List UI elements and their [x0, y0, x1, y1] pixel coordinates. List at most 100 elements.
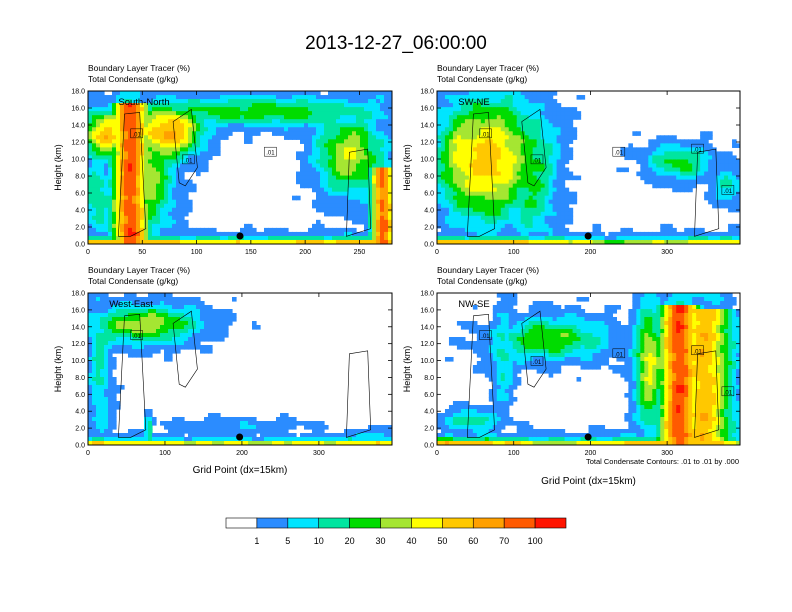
tracer-field: [88, 293, 392, 445]
y-tick-label: 8.0: [424, 174, 434, 181]
contour-label: .01: [615, 151, 624, 157]
x-tick-label: 150: [245, 249, 257, 256]
condensate-contours: [466, 310, 720, 438]
x-tick-label: 0: [86, 450, 90, 457]
tracer-field: [88, 91, 392, 244]
contour-label: .01: [724, 390, 733, 396]
contour-label-box: [612, 146, 626, 157]
contour-label: .01: [693, 349, 702, 355]
x-tick-label: 200: [236, 450, 248, 457]
y-tick-label: 18.0: [420, 89, 434, 96]
condensate-contours: [466, 108, 720, 237]
location-marker: [584, 232, 592, 240]
panel-label: West-East: [109, 299, 153, 310]
y-tick-label: 14.0: [71, 324, 85, 331]
y-tick-label: 4.0: [75, 208, 85, 215]
contour-label: .01: [266, 151, 275, 157]
colorbar-label: 50: [437, 536, 447, 546]
y-tick-label: 18.0: [71, 291, 85, 298]
y-tick-label: 8.0: [424, 375, 434, 382]
panel-sw-ne: 0.0 2.0 4.0 6.0 8.0 10.0 12.0 14.0 16.0 18.0 0 100 2…: [402, 63, 741, 256]
contour-label-box: [530, 356, 544, 366]
y-tick-label: 18.0: [420, 291, 434, 298]
colorbar-swatch: [503, 517, 536, 529]
contour-label: .01: [132, 132, 141, 138]
y-tick-label: 12.0: [420, 341, 434, 348]
y-tick-label: 16.0: [420, 307, 434, 314]
panel-west-east: 0.0 2.0 4.0 6.0 8.0 10.0 12.0 14.0 16.0 18.0 0 100 2…: [53, 265, 393, 476]
location-marker: [236, 232, 244, 240]
colorbar: 1 5 10 20 30 40 50 60 70 100: [225, 517, 567, 546]
panel-title-line1: Boundary Layer Tracer (%): [437, 63, 539, 73]
y-axis-label: Height (km): [402, 144, 412, 191]
y-tick-label: 2.0: [75, 426, 85, 433]
colorbar-label: 70: [499, 536, 509, 546]
panel-label: SW-NE: [458, 97, 490, 108]
x-tick-label: 300: [661, 249, 673, 256]
y-tick-label: 0.0: [424, 443, 434, 450]
contour-label-box: [691, 143, 704, 154]
colorbar-swatch: [349, 517, 381, 529]
panel-title-line1: Boundary Layer Tracer (%): [88, 265, 190, 275]
x-tick-label: 300: [661, 450, 673, 457]
y-tick-label: 0.0: [75, 242, 85, 249]
colorbar-label: 5: [285, 536, 290, 546]
y-tick-label: 6.0: [75, 392, 85, 399]
location-marker: [584, 433, 592, 441]
colorbar-label: 10: [314, 536, 324, 546]
y-axis-label: Height (km): [402, 346, 412, 393]
y-tick-label: 6.0: [75, 191, 85, 198]
contour-label-box: [130, 128, 143, 139]
contour-label: .01: [481, 334, 490, 340]
contour-label-box: [264, 146, 277, 157]
colorbar-swatch: [287, 517, 320, 529]
x-tick-label: 0: [86, 249, 90, 256]
colorbar-swatch: [534, 517, 567, 529]
panel-label: South-North: [118, 97, 169, 108]
panels: 0.0 2.0 4.0 6.0 8.0 10.0 12.0 14.0 16.0 18.0 0 50 10…: [53, 63, 741, 487]
y-tick-label: 6.0: [424, 392, 434, 399]
figure-title: 2013-12-27_06:00:00: [305, 33, 487, 54]
y-tick-label: 16.0: [420, 106, 434, 113]
contour-label-box: [479, 330, 492, 340]
colorbar-label: 60: [468, 536, 478, 546]
y-tick-label: 12.0: [71, 140, 85, 147]
y-tick-label: 14.0: [420, 324, 434, 331]
y-tick-label: 8.0: [75, 174, 85, 181]
y-tick-label: 8.0: [75, 375, 85, 382]
y-tick-label: 4.0: [424, 208, 434, 215]
panel-title-line2: Total Condensate (g/kg): [437, 74, 527, 84]
plot-frame: [436, 90, 741, 245]
contour-label-box: [182, 154, 195, 165]
contour-label: .01: [184, 158, 193, 164]
x-tick-label: 100: [508, 249, 520, 256]
y-axis-label: Height (km): [53, 144, 63, 191]
colorbar-label: 1: [254, 536, 259, 546]
x-axis-label: Grid Point (dx=15km): [193, 465, 288, 476]
panel-label: NW-SE: [458, 299, 490, 310]
contour-label-box: [721, 386, 735, 397]
contour-label: .01: [481, 132, 490, 138]
y-tick-label: 16.0: [71, 307, 85, 314]
contour-label-box: [130, 330, 143, 340]
y-tick-label: 0.0: [424, 242, 434, 249]
colorbar-label: 100: [528, 536, 543, 546]
panel-title-line1: Boundary Layer Tracer (%): [437, 265, 539, 275]
contour-label: .01: [615, 352, 624, 358]
contour-label: .01: [533, 158, 542, 164]
panel-title-line2: Total Condensate (g/kg): [437, 276, 527, 286]
condensate-contours: [118, 310, 372, 438]
y-tick-label: 6.0: [424, 191, 434, 198]
contour-label: .01: [724, 189, 733, 195]
panel-title-line2: Total Condensate (g/kg): [88, 74, 178, 84]
x-tick-label: 200: [585, 249, 597, 256]
tracer-field: [437, 91, 740, 244]
y-tick-label: 10.0: [71, 358, 85, 365]
colorbar-swatch: [225, 517, 258, 529]
colorbar-swatch: [411, 517, 443, 529]
contour-label-box: [530, 154, 544, 165]
x-tick-label: 50: [138, 249, 146, 256]
contour-label: .01: [132, 334, 141, 340]
y-tick-label: 4.0: [75, 409, 85, 416]
